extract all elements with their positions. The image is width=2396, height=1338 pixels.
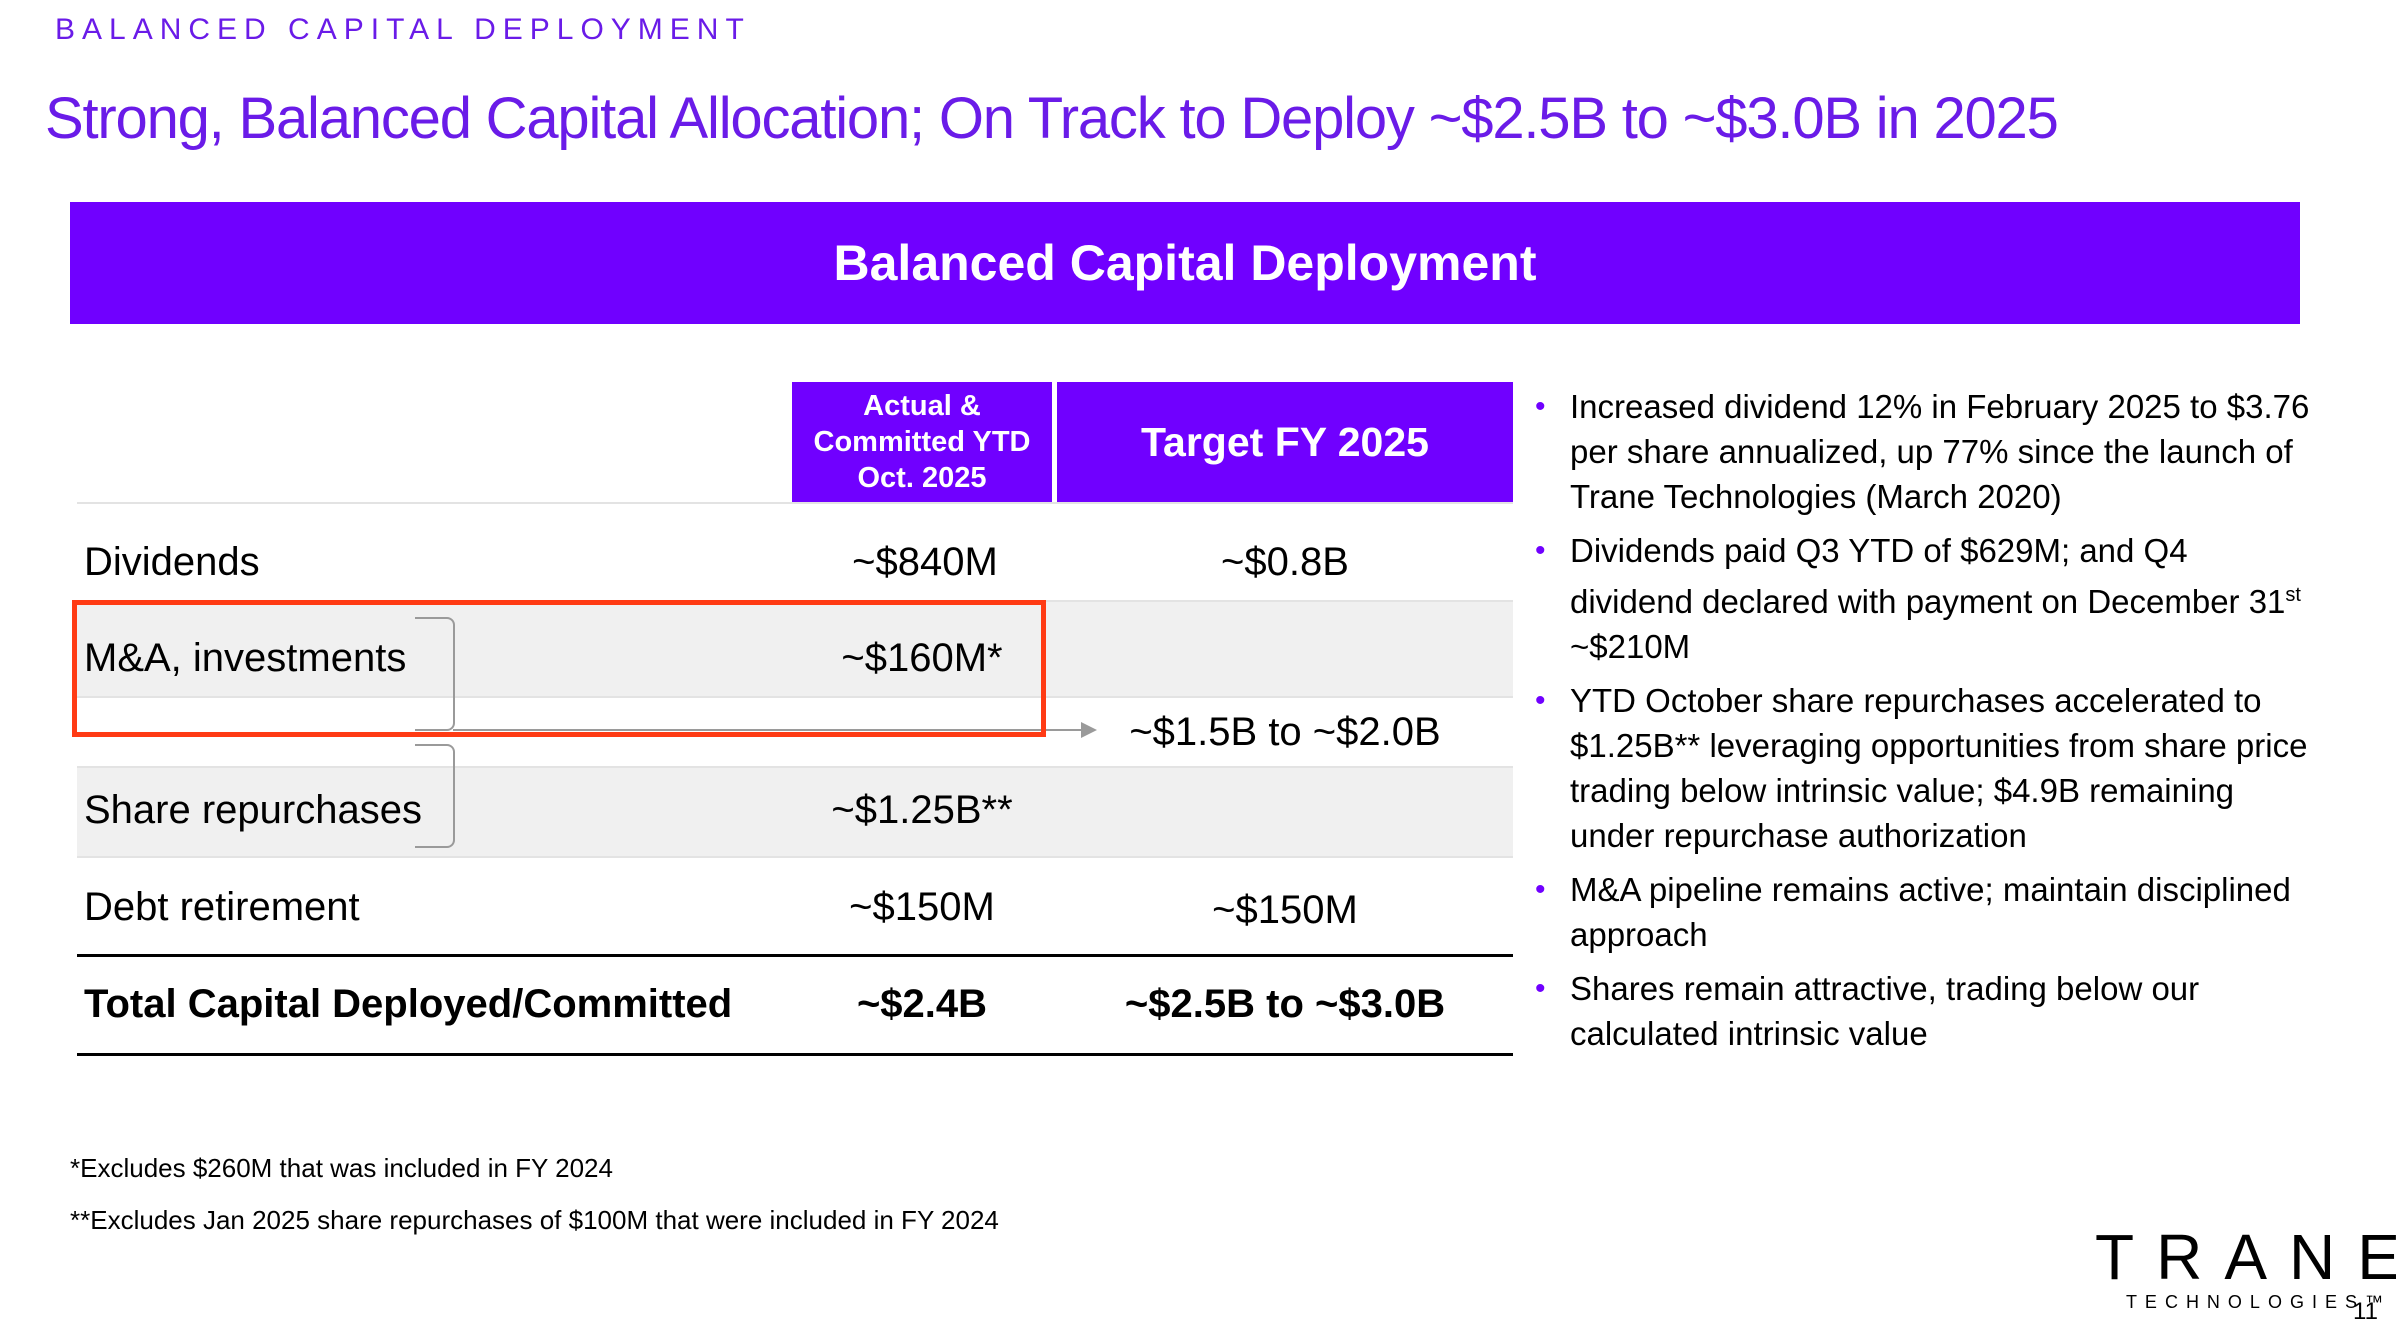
row-divider (77, 766, 1513, 768)
table-row (77, 768, 1513, 856)
bracket-bottom (415, 744, 455, 848)
ma-repurchase-target: ~$1.5B to ~$2.0B (1129, 710, 1441, 754)
bullet-item: YTD October share repurchases accelerate… (1530, 678, 2310, 858)
row-label-dividends: Dividends (84, 540, 260, 584)
total-divider (77, 954, 1513, 957)
row-divider (77, 856, 1513, 858)
row-label-total: Total Capital Deployed/Committed (84, 982, 733, 1026)
column-header-target: Target FY 2025 (1057, 382, 1513, 502)
debt-actual: ~$150M (849, 885, 995, 929)
logo-wordmark: TRANE (2095, 1221, 2396, 1293)
bullet-item: M&A pipeline remains active; maintain di… (1530, 867, 2310, 957)
page-number: 11 (2353, 1298, 2378, 1325)
table-row (77, 602, 1513, 696)
row-label-share-repurchases: Share repurchases (84, 788, 422, 832)
ma-actual: ~$160M* (841, 636, 1003, 680)
total-target: ~$2.5B to ~$3.0B (1124, 982, 1446, 1026)
bracket-top (415, 617, 455, 731)
repurchases-actual: ~$1.25B** (831, 788, 1013, 832)
table-bottom-rule (77, 1053, 1513, 1056)
section-kicker: BALANCED CAPITAL DEPLOYMENT (55, 13, 751, 46)
debt-target: ~$150M (1212, 888, 1358, 932)
highlight-box (72, 600, 1046, 737)
footnote-1: *Excludes $260M that was included in FY … (70, 1153, 613, 1183)
bullet-item: Increased dividend 12% in February 2025 … (1530, 384, 2310, 519)
banner-title: Balanced Capital Deployment (833, 235, 1537, 291)
total-actual: ~$2.4B (856, 982, 988, 1026)
page-title: Strong, Balanced Capital Allocation; On … (45, 86, 2059, 151)
bullet-item: Shares remain attractive, trading below … (1530, 966, 2310, 1056)
dividends-target: ~$0.8B (1221, 540, 1349, 584)
company-logo: TRANE TECHNOLOGIES™ (2095, 1225, 2396, 1315)
dividends-actual: ~$840M (852, 540, 998, 584)
table-banner: Balanced Capital Deployment (70, 202, 2300, 324)
row-divider (77, 502, 1513, 504)
bullet-list: Increased dividend 12% in February 2025 … (1530, 384, 2310, 1065)
footnote-2: **Excludes Jan 2025 share repurchases of… (70, 1205, 999, 1235)
column-header-actual: Actual & Committed YTD Oct. 2025 (792, 382, 1052, 502)
logo-subtitle: TECHNOLOGIES™ (2125, 1292, 2391, 1312)
row-label-ma-investments: M&A, investments (84, 636, 407, 680)
row-divider (77, 696, 1513, 698)
connector-line (453, 729, 1083, 731)
bullet-item: Dividends paid Q3 YTD of $629M; and Q4 d… (1530, 528, 2310, 669)
arrow-right-icon (1081, 722, 1097, 738)
row-label-debt-retirement: Debt retirement (84, 885, 360, 929)
